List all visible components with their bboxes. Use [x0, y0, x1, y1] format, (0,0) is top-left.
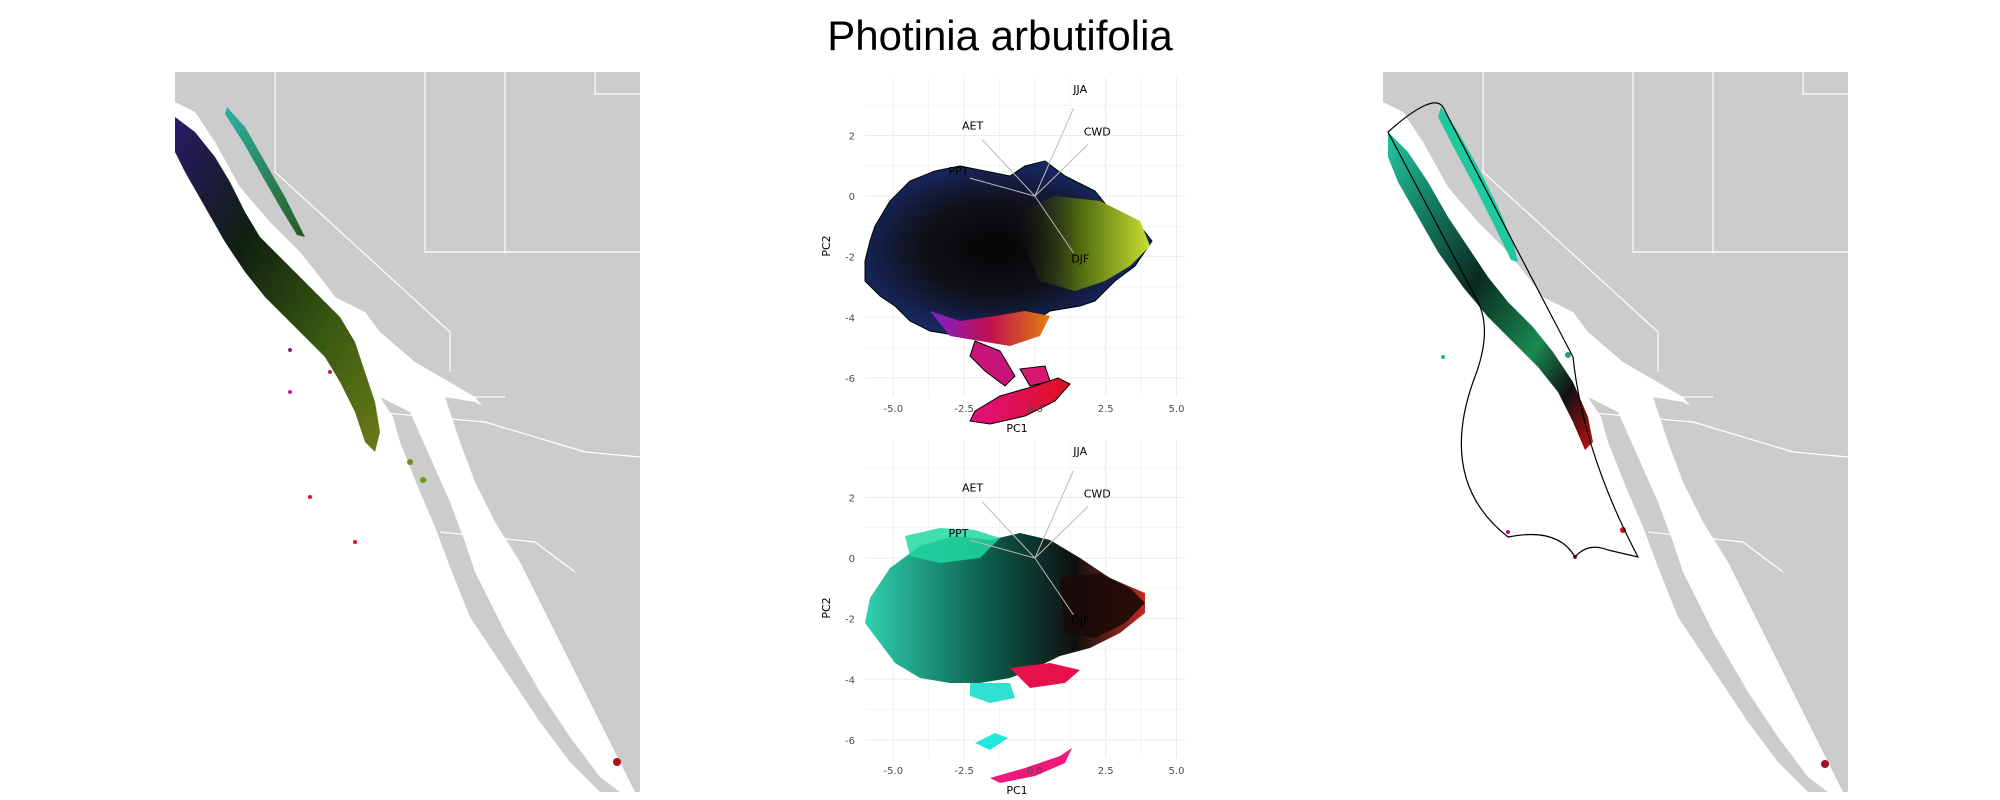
loading-label: AET: [962, 481, 983, 494]
y-tick-label: -4: [845, 675, 855, 686]
y-tick-label: -6: [845, 374, 855, 385]
loading-arrow: [981, 501, 1036, 559]
y-tick-label: 0: [849, 192, 855, 203]
y-tick-labels: 2 0 -2 -4 -6: [845, 132, 855, 385]
y-tick-label: 2: [849, 132, 855, 143]
loading-arrow: [1034, 195, 1074, 254]
x-axis-label: PC1: [1006, 422, 1027, 435]
left-map: [175, 72, 641, 792]
loading-arrow: [1034, 557, 1074, 616]
loading-arrow: [969, 539, 1036, 559]
x-tick-label: 5.0: [1169, 766, 1185, 777]
loading-label: DJF: [1071, 615, 1089, 628]
loading-label: CWD: [1084, 488, 1111, 501]
y-tick-label: -4: [845, 313, 855, 324]
x-tick-labels: -5.0 -2.5 0.0 2.5 5.0: [884, 404, 1185, 415]
loading-arrow: [969, 177, 1036, 197]
loading-label: AET: [962, 119, 983, 132]
loading-arrow: [1034, 470, 1074, 559]
loading-arrow: [981, 139, 1036, 197]
loading-arrow: [1034, 144, 1089, 197]
pca-plot-bottom: JJA CWD AET PPT DJF -5.0 -2.5 0.0 2.5 5.0 2 0 -2 -4…: [820, 440, 1185, 797]
y-tick-label: 0: [849, 554, 855, 565]
x-tick-labels: -5.0 -2.5 0.0 2.5 5.0: [884, 766, 1185, 777]
x-tick-label: 5.0: [1169, 404, 1185, 415]
x-tick-label: 0.0: [1027, 766, 1043, 777]
land-mass: [175, 72, 640, 792]
right-map: [1383, 72, 1849, 792]
loading-label: JJA: [1072, 83, 1087, 96]
suitability-patches: [1388, 107, 1829, 768]
x-axis-label: PC1: [1006, 784, 1027, 797]
y-tick-label: -2: [845, 615, 855, 626]
climate-space-cloud: [864, 160, 1153, 425]
climate-space-cloud: [865, 528, 1145, 783]
loading-vectors: JJA CWD AET PPT DJF: [948, 445, 1110, 628]
y-tick-label: -2: [845, 253, 855, 264]
pca-plot-top: JJA CWD AET PPT DJF -5.0 -2.5 0.0 2.5 5.0 2 0 -2 -4…: [820, 78, 1185, 435]
y-tick-label: 2: [849, 494, 855, 505]
x-tick-label: -2.5: [954, 766, 974, 777]
loading-label: PPT: [948, 527, 968, 540]
x-tick-label: 0.0: [1027, 404, 1043, 415]
y-axis-label: PC2: [820, 597, 833, 618]
x-tick-label: 2.5: [1098, 766, 1114, 777]
loading-label: CWD: [1084, 126, 1111, 139]
occurrence-hull: [1387, 102, 1640, 559]
loading-label: DJF: [1071, 253, 1089, 266]
figure-title: Photinia arbutifolia: [827, 12, 1173, 59]
state-borders: [1482, 72, 1849, 573]
land-mass: [1383, 72, 1848, 792]
x-tick-label: 2.5: [1098, 404, 1114, 415]
loading-arrow: [1034, 506, 1089, 559]
loading-label: JJA: [1072, 445, 1087, 458]
x-tick-label: -2.5: [954, 404, 974, 415]
y-axis-label: PC2: [820, 235, 833, 256]
y-tick-label: -6: [845, 736, 855, 747]
x-tick-label: -5.0: [884, 404, 904, 415]
x-tick-label: -5.0: [884, 766, 904, 777]
suitability-patches: [175, 107, 621, 766]
loading-arrow: [1034, 108, 1074, 197]
loading-label: PPT: [948, 165, 968, 178]
loading-vectors: JJA CWD AET PPT DJF: [948, 83, 1110, 266]
y-tick-labels: 2 0 -2 -4 -6: [845, 494, 855, 747]
